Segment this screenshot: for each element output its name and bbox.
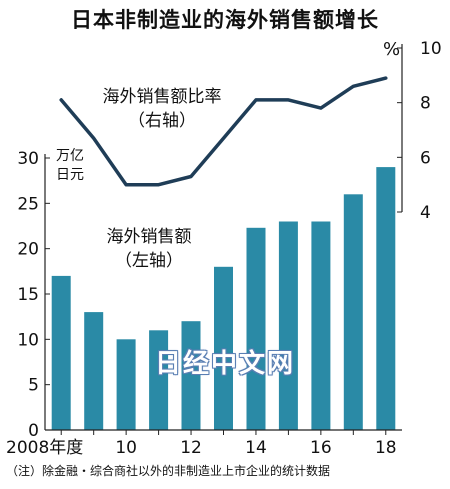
bar-2016 [311, 221, 331, 430]
x-tick-label-2012: 12 [180, 438, 202, 458]
bar-2014 [246, 227, 266, 430]
x-tick-label-2016: 16 [310, 438, 332, 458]
axes-layer: 0 5 10 15 20 25 30 4 6 8 10 2008年度 10 12 14 16 18 [6, 39, 442, 458]
right-tick-label-8: 8 [420, 94, 431, 114]
line-series-label: 海外销售额比率 [103, 87, 222, 107]
bar-2011 [149, 330, 169, 430]
left-axis-unit-line1: 万亿 [56, 148, 84, 164]
right-tick-label-4: 4 [420, 203, 431, 223]
chart-title: 日本非制造业的海外销售额增长 [71, 8, 379, 32]
left-tick-label-25: 25 [17, 194, 39, 214]
bar-2012 [181, 321, 201, 430]
right-tick-label-6: 6 [420, 148, 431, 168]
bar-2009 [84, 312, 104, 430]
x-tick-label-2014: 14 [245, 438, 267, 458]
bar-2018 [376, 167, 396, 430]
bar-2017 [343, 194, 363, 430]
bar-2013 [214, 266, 233, 430]
footnote: （注）除金融・综合商社以外的非制造业上市企业的统计数据 [6, 464, 331, 478]
right-tick-label-10: 10 [420, 39, 442, 59]
x-tick-label-2018: 18 [375, 438, 397, 458]
left-tick-label-15: 15 [17, 285, 39, 305]
bar-2015 [278, 221, 298, 430]
left-tick-label-5: 5 [28, 376, 39, 396]
x-tick-label-2008: 2008年度 [6, 438, 83, 458]
bar-series-label: 海外销售额 [107, 227, 192, 247]
left-tick-label-30: 30 [17, 149, 39, 169]
left-tick-label-10: 10 [17, 330, 39, 350]
left-tick-label-20: 20 [17, 240, 39, 260]
right-axis-unit: % [383, 39, 400, 60]
line-series-label-axis: （右轴） [128, 111, 196, 131]
left-axis-unit-line2: 日元 [56, 167, 84, 183]
bar-2010 [116, 339, 136, 430]
bars-layer [51, 167, 396, 430]
bar-2008 [51, 275, 71, 430]
watermark-logo: 日经中文网 [155, 349, 296, 379]
x-tick-label-2010: 10 [115, 438, 137, 458]
ratio-line [59, 76, 388, 187]
left-tick-label-0: 0 [28, 421, 39, 441]
bar-series-label-axis: （左轴） [115, 251, 183, 271]
line-layer [59, 76, 388, 187]
